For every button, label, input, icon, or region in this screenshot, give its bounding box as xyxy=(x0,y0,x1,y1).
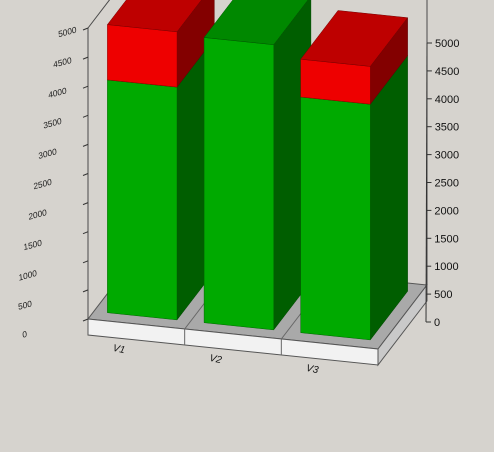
bar-v3-series1-side xyxy=(370,56,407,340)
left-axis-tick-label: 4500 xyxy=(53,55,72,70)
right-axis-tick-label: 1500 xyxy=(434,233,458,245)
category-label-v2: V2 xyxy=(208,353,223,366)
left-axis-tick-label: 4000 xyxy=(48,85,67,100)
bar-v1-series2-front xyxy=(107,25,177,88)
left-axis-tick xyxy=(83,144,88,146)
right-axis-tick-label: 1000 xyxy=(434,261,458,273)
left-axis-tick-label: 0 xyxy=(22,329,28,340)
right-axis-tick-label: 2000 xyxy=(434,205,458,217)
right-axis-tick-label: 3000 xyxy=(435,150,459,162)
bar-v2-series1-front xyxy=(204,38,274,330)
right-axis-tick-label: 2500 xyxy=(435,178,459,190)
left-axis-tick-label: 1000 xyxy=(18,268,37,283)
left-axis-tick xyxy=(83,232,88,234)
left-axis-tick xyxy=(83,115,88,117)
left-axis-tick xyxy=(83,28,88,30)
left-axis-tick-label: 5000 xyxy=(58,24,77,39)
right-axis-tick-label: 0 xyxy=(434,317,440,329)
right-axis-tick-label: 500 xyxy=(434,289,452,301)
left-axis-tick-label: 3000 xyxy=(38,146,57,161)
left-axis-tick xyxy=(83,290,88,292)
bar-v1-series1-front xyxy=(107,80,177,320)
bar-v3-series1-front xyxy=(301,97,371,340)
left-axis-tick-label: 1500 xyxy=(23,237,42,252)
right-axis-tick-label: 3500 xyxy=(435,122,459,134)
left-axis-tick xyxy=(83,319,88,321)
left-axis-tick xyxy=(83,203,88,205)
left-axis-tick-label: 2500 xyxy=(33,176,52,191)
left-axis-tick-label: 3500 xyxy=(43,116,62,131)
left-axis-tick xyxy=(83,57,88,59)
left-axis-tick-label: 500 xyxy=(18,298,33,312)
right-axis-tick-label: 5000 xyxy=(435,38,459,50)
left-axis-tick xyxy=(83,174,88,176)
left-value-axis: 0 500 1000 1500 2000 2500 3000 3500 4000 4500 5000 xyxy=(18,24,88,340)
bar-v3-series2-front xyxy=(301,59,371,104)
left-axis-tick xyxy=(83,86,88,88)
left-axis-tick-label: 2000 xyxy=(28,207,47,222)
left-axis-tick xyxy=(83,261,88,263)
category-label-v1: V1 xyxy=(112,343,126,356)
right-value-axis: 0 500 1000 1500 2000 2500 3000 3500 4000 4500 5000 xyxy=(426,38,459,329)
bars xyxy=(107,0,407,340)
right-axis-tick-label: 4000 xyxy=(435,94,459,106)
category-label-v3: V3 xyxy=(305,363,320,376)
right-axis-tick-label: 4500 xyxy=(435,66,459,78)
